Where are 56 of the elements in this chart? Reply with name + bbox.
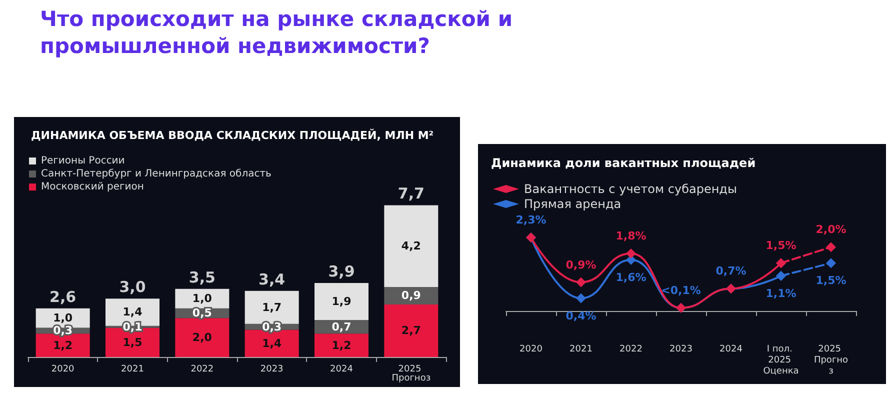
total-label: 3,5 [188,268,216,286]
data-label: 1,5% [766,239,796,252]
data-label: 1,4 [122,306,143,319]
data-label: 2,3% [516,213,546,226]
chart-title: Динамика доли вакантных площадей [491,156,756,170]
legend-label: Регионы России [41,156,125,166]
data-label: 1,8% [616,229,646,242]
x-tick-label: 2025 Прогноз [392,364,431,384]
data-label: 1,9 [332,295,352,308]
legend-label: Санкт-Петербург и Ленинградская область [41,168,272,180]
legend-label: Прямая аренда [524,197,622,211]
total-label: 3,9 [328,262,355,281]
x-tick-label: 2025 Прогноз [814,344,849,376]
data-label: 1,0 [192,292,212,306]
data-label: 1,2 [332,338,352,352]
data-label: 0,1 [122,320,142,334]
x-tick-label: 2022 [190,364,214,374]
total-label: 2,6 [50,288,76,306]
x-tick-label: 2021 [570,344,592,354]
legend-label: Московский регион [41,182,144,192]
x-tick-label: 2021 [121,364,144,374]
chart-title: ДИНАМИКА ОБЪЕМА ВВОДА СКЛАДСКИХ ПЛОЩАДЕЙ, МЛН М² [31,128,434,142]
data-label: 0,7 [332,320,352,334]
total-label: 3,0 [119,278,146,296]
data-label: 0,3 [262,320,282,334]
data-label: 2,0 [192,331,212,344]
data-label: 1,1% [766,286,796,300]
data-label: 1,4 [262,336,282,350]
data-label: 0,7% [716,264,746,278]
total-label: 3,4 [258,270,286,288]
data-label: 0,9 [401,289,421,302]
x-tick-label: 2023 [260,364,284,374]
x-tick-label: 2024 [330,364,354,374]
data-label: 0,4% [566,309,596,322]
data-label: 1,5 [122,336,142,349]
text: Что происходит на рынке складской и промышленной недвижимости? [40,6,514,60]
x-tick-label: 2023 [670,344,692,354]
data-label: 0,3 [53,324,73,338]
data-label: 0,9% [566,258,596,272]
data-label: 1,5% [816,274,846,288]
x-tick-label: I пол. 2025 Оценка [763,344,799,376]
x-tick-label: 2024 [720,344,743,354]
x-tick-label: 2020 [520,344,543,354]
data-label: 0,5 [192,306,212,320]
total-label: 7,7 [398,184,424,203]
legend-label: Вакантность с учетом субаренды [524,182,737,196]
data-label: 1,6% [616,270,646,284]
data-label: 2,0% [816,223,846,236]
data-label: <0,1% [661,284,701,297]
data-label: 2,7 [401,324,421,338]
x-tick-label: 2022 [620,344,642,354]
data-label: 1,0 [53,312,73,325]
x-tick-label: 2020 [51,364,75,374]
data-label: 1,7 [262,300,282,314]
data-label: 4,2 [401,240,421,253]
data-label: 1,2 [53,338,73,352]
